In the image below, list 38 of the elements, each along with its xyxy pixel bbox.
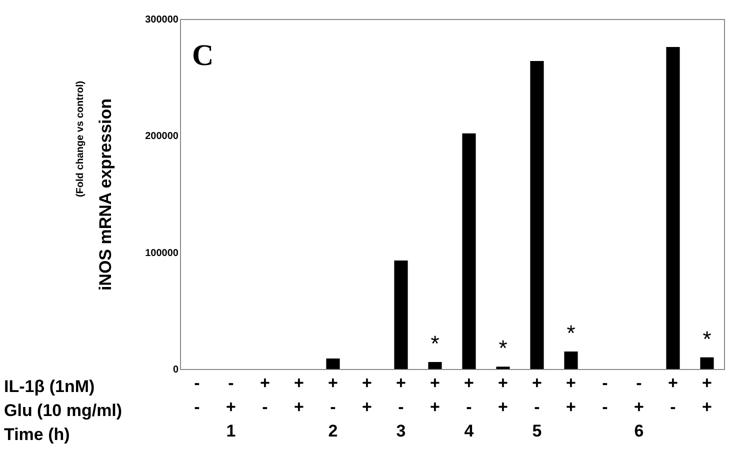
y-tick-label: 100000 bbox=[145, 248, 179, 259]
text: Glu (10 mg/ml) bbox=[4, 401, 122, 420]
bar bbox=[666, 47, 680, 369]
bar bbox=[462, 133, 476, 369]
x-tick-label: - + 6 bbox=[634, 374, 644, 440]
x-tick-label: + + bbox=[498, 374, 508, 416]
x-tick-label: + - bbox=[668, 374, 678, 416]
y-axis-title: iNOS mRNA expression bbox=[96, 98, 116, 291]
x-tick-label: + - bbox=[260, 374, 270, 416]
bar bbox=[394, 260, 408, 369]
x-tick-label: - - bbox=[602, 374, 608, 416]
x-tick-label: + - 5 bbox=[532, 374, 542, 440]
x-tick-label: + + bbox=[702, 374, 712, 416]
text: Time (h) bbox=[4, 425, 70, 444]
text: IL-1β (1nM) bbox=[4, 377, 95, 396]
x-tick-label: + - 2 bbox=[328, 374, 338, 440]
data-label: * bbox=[702, 326, 712, 352]
text: C bbox=[192, 39, 214, 72]
y-tick-label: 300000 bbox=[145, 14, 179, 26]
x-tick-label: - - bbox=[194, 374, 200, 416]
x-tick-label: + - 3 bbox=[396, 374, 406, 440]
y-tick-label: 0 bbox=[172, 364, 179, 376]
bar bbox=[564, 352, 578, 369]
bar bbox=[700, 357, 714, 369]
x-tick-label: + + bbox=[430, 374, 440, 416]
data-label: * bbox=[566, 320, 576, 346]
x-tick-label: + - 4 bbox=[464, 374, 474, 440]
x-tick-label: + + bbox=[362, 374, 372, 416]
x-tick-label: + + bbox=[294, 374, 304, 416]
data-label: * bbox=[498, 336, 508, 361]
x-tick-label: - + 1 bbox=[226, 374, 236, 440]
y-tick-label: 200000 bbox=[145, 131, 179, 142]
bar bbox=[530, 61, 544, 369]
x-tick-label: + + bbox=[566, 374, 576, 416]
bar bbox=[428, 362, 442, 369]
text: (Fold change vs control) bbox=[75, 80, 86, 198]
data-label: * bbox=[430, 331, 440, 356]
bar bbox=[326, 358, 340, 369]
